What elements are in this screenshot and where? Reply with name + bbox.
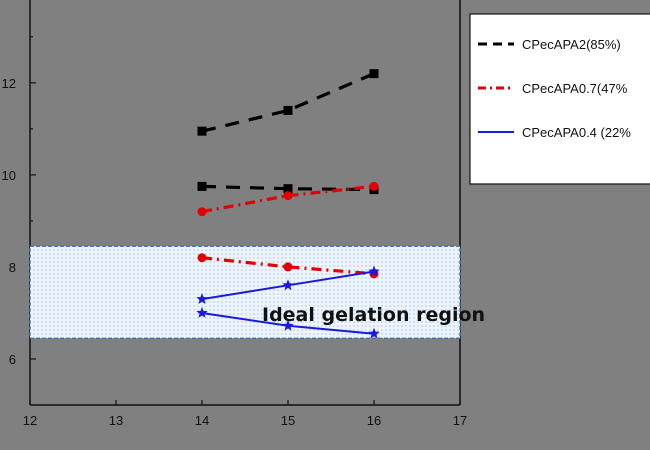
x-tick-label: 16: [367, 413, 381, 428]
x-tick-label: 15: [281, 413, 295, 428]
y-tick-label: 12: [2, 76, 16, 91]
series-line: [201, 256, 375, 276]
square-point-marker: [369, 69, 379, 79]
legend-label: CPecAPA2(85%): [522, 37, 621, 52]
star-point-marker: [282, 319, 294, 331]
star-point-marker: [368, 327, 380, 339]
series-0: [197, 69, 379, 136]
legend-label: CPecAPA0.7(47%: [522, 81, 628, 96]
legend-group: CPecAPA2(85%) CPecAPA0.7(47% CPecAPA0.4 (2…: [469, 13, 650, 185]
y-tick-label: 6: [9, 352, 16, 367]
series-line: [201, 184, 375, 192]
series-4: [196, 265, 380, 304]
x-tick-label: 12: [23, 413, 37, 428]
square-point-marker: [197, 126, 207, 136]
circle-point-marker: [197, 207, 207, 217]
series-5: [196, 307, 380, 339]
series-group: [196, 69, 380, 339]
square-point-marker: [197, 181, 207, 191]
legend-box: [469, 13, 650, 185]
series-line: [201, 72, 375, 133]
circle-point-marker: [369, 181, 379, 191]
x-tick-label: 17: [453, 413, 467, 428]
star-point-marker: [282, 279, 294, 291]
star-point-marker: [196, 293, 208, 304]
series-2: [197, 181, 379, 217]
circle-point-marker: [283, 191, 293, 201]
x-tick-label: 14: [195, 413, 209, 428]
region-label: Ideal gelation region: [262, 304, 485, 326]
y-tick-label: 8: [9, 260, 16, 275]
star-point-marker: [368, 265, 380, 277]
square-point-marker: [283, 105, 293, 115]
x-tick-label: 13: [109, 413, 123, 428]
circle-point-marker: [197, 253, 207, 263]
circle-point-marker: [283, 262, 293, 272]
legend-label: CPecAPA0.4 (22%: [522, 125, 631, 140]
square-point-marker: [283, 184, 293, 194]
axes-group: 12 13 14 15 16 17 6 8 10 12: [2, 0, 467, 428]
series-line: [201, 184, 375, 214]
y-tick-label: 10: [2, 168, 16, 183]
star-point-marker: [196, 307, 208, 318]
